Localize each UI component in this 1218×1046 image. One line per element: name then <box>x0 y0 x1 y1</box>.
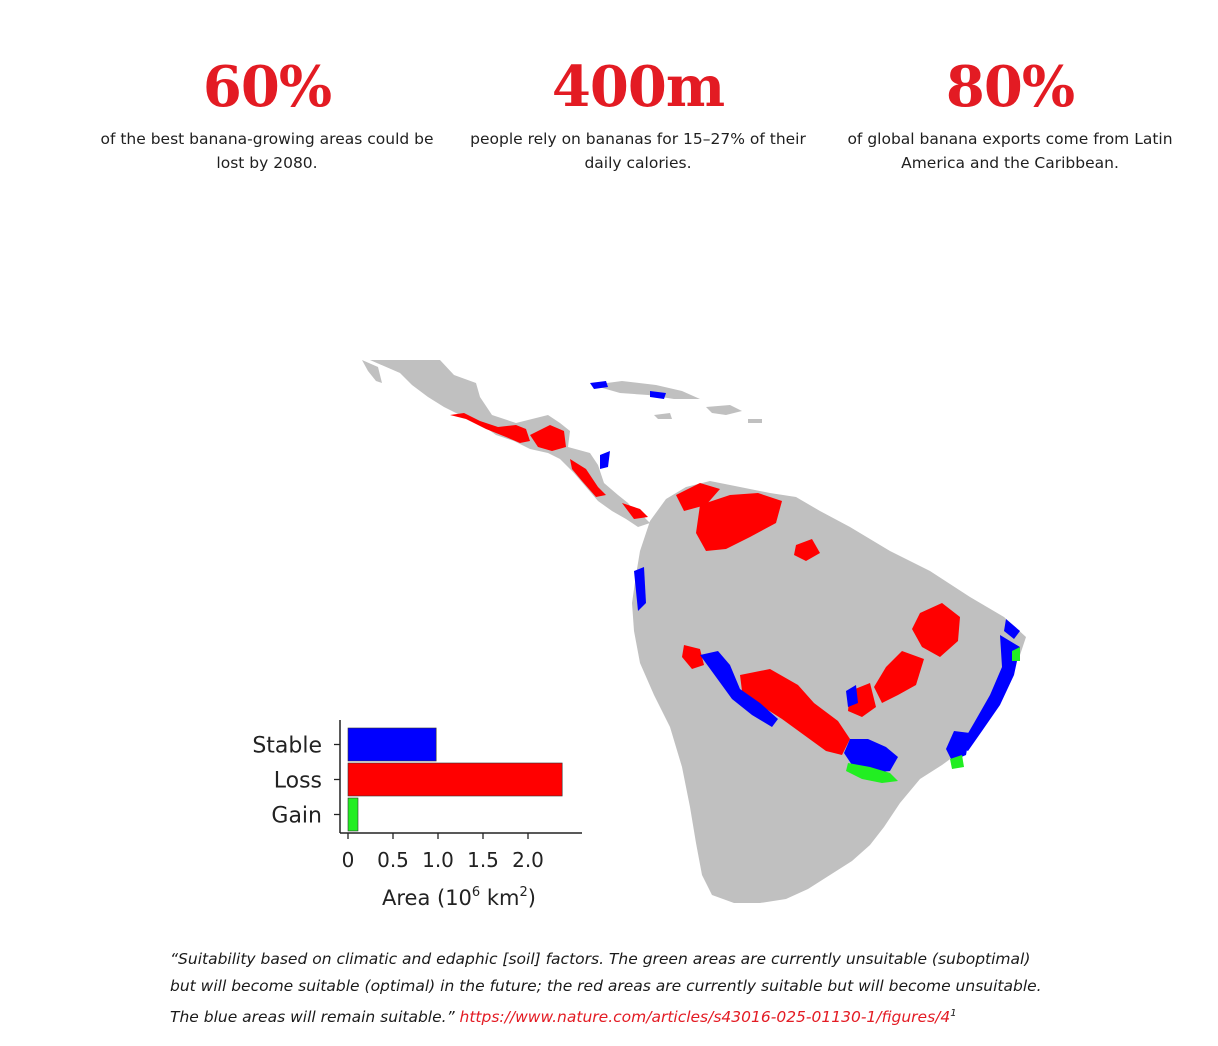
nature-figure-link[interactable]: https://www.nature.com/articles/s43016-0… <box>459 1008 951 1027</box>
chart-x-axis-label: Area (106 km2) <box>382 885 536 910</box>
map-gain-regions <box>846 647 1020 783</box>
bar-gain <box>347 797 359 832</box>
x-tick-label: 0.5 <box>377 848 409 872</box>
caption-text: The blue areas will remain suitable.” <box>170 1008 460 1027</box>
stat-value: 80% <box>945 54 1075 120</box>
figure-caption: “Suitability based on climatic and edaph… <box>170 946 1090 1031</box>
x-tick-label: 0 <box>342 848 355 872</box>
stat-description-line: America and the Caribbean. <box>901 154 1119 172</box>
x-tick-label: 1.5 <box>467 848 499 872</box>
map-land-south-america <box>632 481 1026 903</box>
caption-line: The blue areas will remain suitable.” ht… <box>170 1000 1090 1031</box>
stat-value: 400m <box>551 54 725 120</box>
stat-description-line: of the best banana-growing areas could b… <box>100 130 434 148</box>
map-land-hispaniola <box>706 405 742 415</box>
map-land-puerto-rico <box>748 419 762 423</box>
map-land-cuba <box>592 381 700 399</box>
chart-bars <box>347 727 563 832</box>
x-tick-label: 1.0 <box>422 848 454 872</box>
stat-description-line: lost by 2080. <box>216 154 318 172</box>
stat-description: people rely on bananas for 15–27% of the… <box>468 127 808 175</box>
chart-x-ticks: 0 0.5 1.0 1.5 2.0 <box>342 833 544 872</box>
map-land-jamaica <box>654 413 672 419</box>
caption-line: “Suitability based on climatic and edaph… <box>170 950 1031 968</box>
stats-row: 60% of the best banana-growing areas cou… <box>0 55 1218 195</box>
stat-value: 60% <box>202 54 332 120</box>
suitability-map-and-chart: Stable Loss Gain 0 0.5 1.0 1.5 2.0 Area (106 k… <box>252 360 1026 910</box>
area-bar-chart: Stable Loss Gain 0 0.5 1.0 1.5 2.0 Area (106 k… <box>252 720 582 910</box>
category-label-gain: Gain <box>271 804 322 829</box>
x-tick-label: 2.0 <box>512 848 544 872</box>
latin-america-map <box>362 360 1026 903</box>
category-label-loss: Loss <box>274 769 322 794</box>
caption-line: but will become suitable (optimal) in th… <box>170 977 1042 995</box>
map-land-baja <box>362 360 382 383</box>
footnote-marker: 1 <box>950 1008 957 1019</box>
stat-people-rely: 400m people rely on bananas for 15–27% o… <box>468 55 808 175</box>
stat-description-line: daily calories. <box>584 154 692 172</box>
stat-description-line: people rely on bananas for 15–27% of the… <box>470 130 806 148</box>
category-label-stable: Stable <box>252 734 322 759</box>
map-stable-regions <box>590 381 1020 773</box>
chart-category-labels: Stable Loss Gain <box>252 734 340 829</box>
stat-best-areas-lost: 60% of the best banana-growing areas cou… <box>97 55 437 175</box>
stat-global-exports: 80% of global banana exports come from L… <box>840 55 1180 175</box>
stat-description: of global banana exports come from Latin… <box>840 127 1180 175</box>
map-land-mexico-central-america <box>370 360 650 527</box>
stat-description-line: of global banana exports come from Latin <box>847 130 1173 148</box>
suitability-figure: Stable Loss Gain 0 0.5 1.0 1.5 2.0 Area (106 k… <box>230 355 1030 915</box>
bar-stable <box>347 727 437 762</box>
bar-loss <box>347 762 563 797</box>
stat-description: of the best banana-growing areas could b… <box>97 127 437 175</box>
